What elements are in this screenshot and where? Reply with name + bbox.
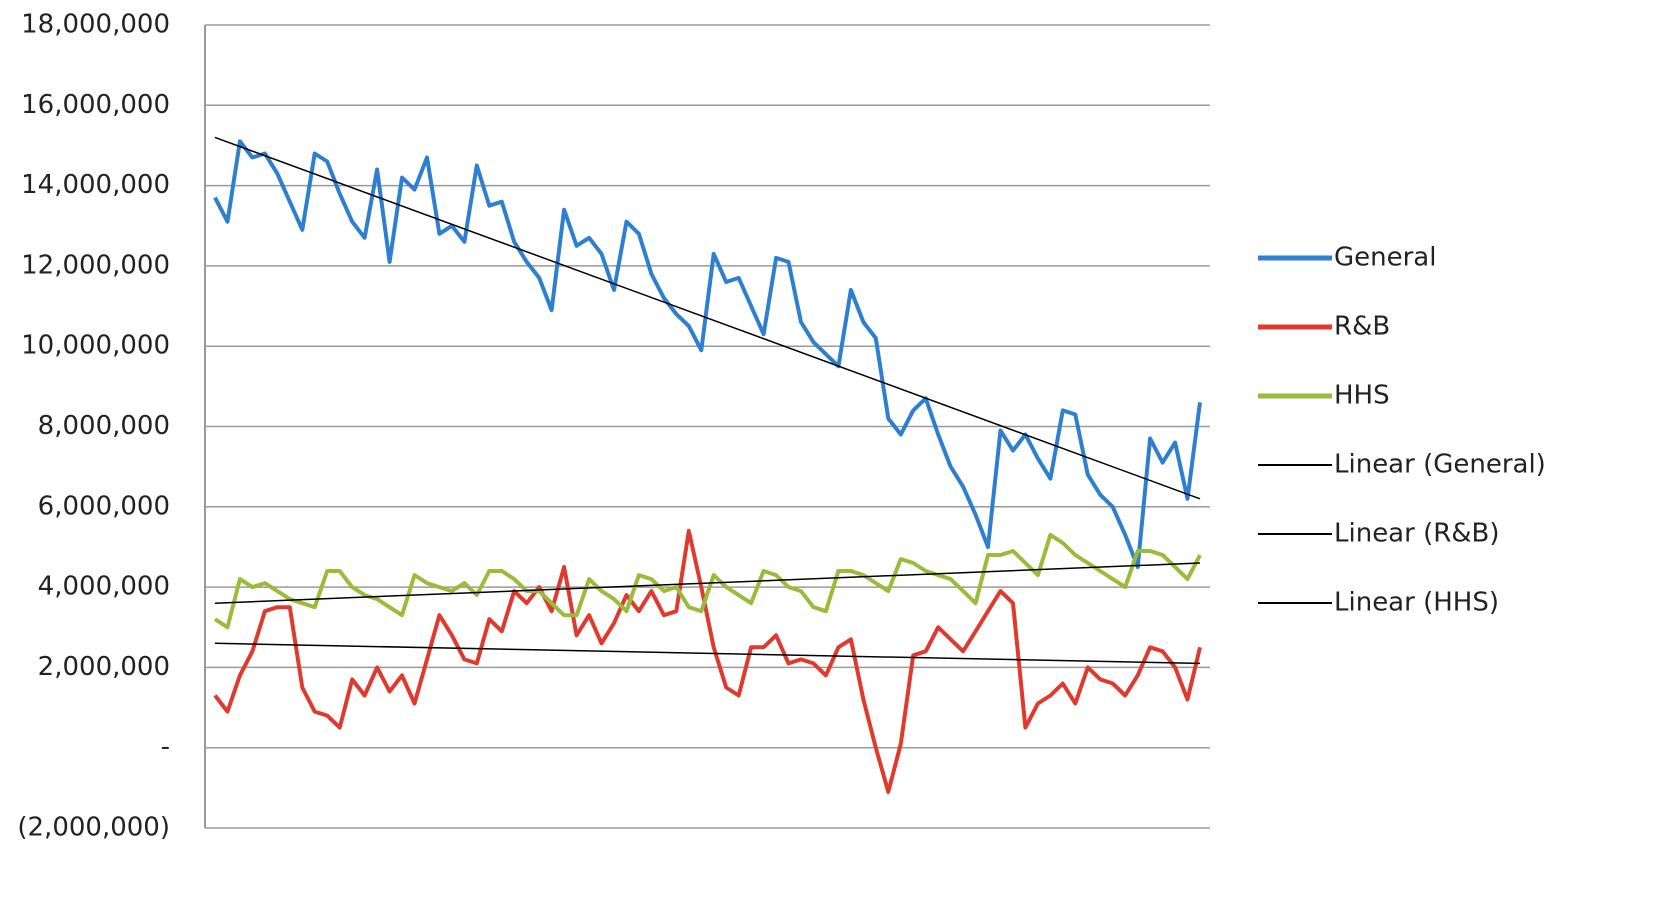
legend-label: Linear (HHS) (1334, 588, 1499, 618)
legend-label: HHS (1334, 381, 1390, 411)
legend-label: Linear (General) (1334, 450, 1546, 480)
legend-label: Linear (R&B) (1334, 519, 1500, 549)
legend-label: R&B (1334, 312, 1390, 342)
y-tick-label: 2,000,000 (38, 652, 170, 682)
trend-line (214, 562, 1201, 604)
y-tick-label: 18,000,000 (21, 10, 170, 40)
y-tick-label: 4,000,000 (38, 572, 170, 602)
legend-label: General (1334, 243, 1436, 273)
trend-line (214, 136, 1201, 500)
y-tick-label: (2,000,000) (17, 813, 170, 843)
y-tick-label: 14,000,000 (21, 170, 170, 200)
y-tick-label: 12,000,000 (21, 250, 170, 280)
y-tick-label: - (161, 732, 170, 762)
data-line (213, 532, 1202, 630)
y-tick-label: 10,000,000 (21, 331, 170, 361)
y-tick-label: 16,000,000 (21, 90, 170, 120)
trend-line (214, 642, 1201, 665)
data-line (213, 139, 1202, 569)
y-tick-label: 6,000,000 (38, 491, 170, 521)
y-tick-label: 8,000,000 (38, 411, 170, 441)
data-line (213, 528, 1202, 794)
